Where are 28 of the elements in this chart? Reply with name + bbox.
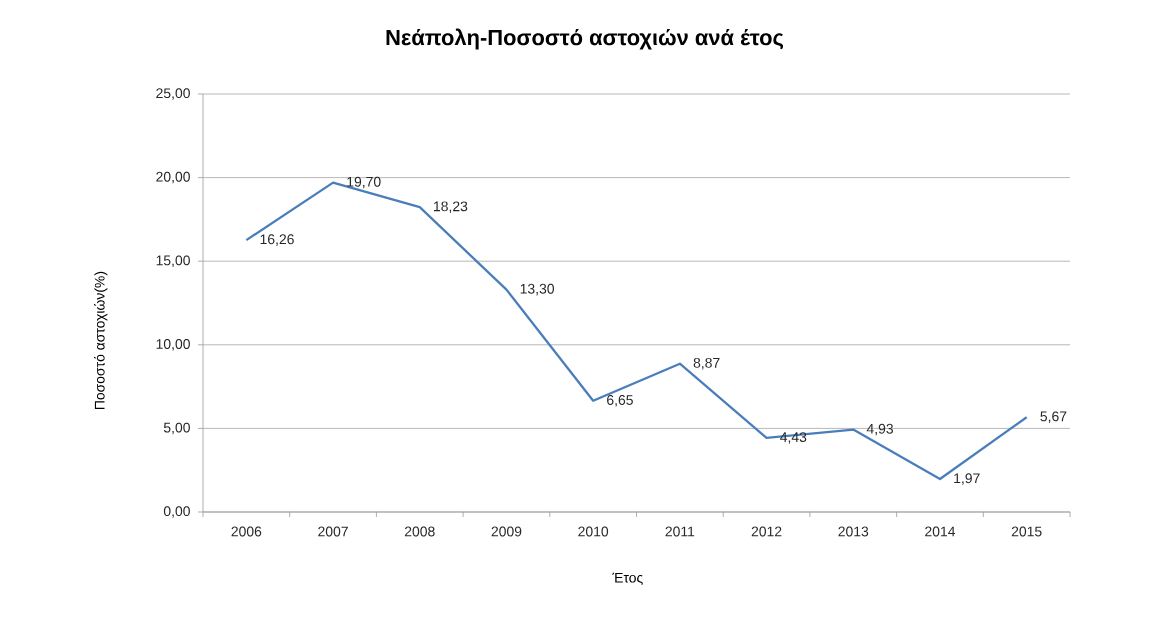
y-tick-label: 0,00 (163, 506, 190, 518)
data-label: 1,97 (954, 473, 980, 485)
x-tick-label: 2006 (231, 526, 262, 537)
data-label: 5,67 (1040, 411, 1067, 423)
x-tick-label: 2013 (838, 526, 869, 537)
data-label: 6,65 (607, 395, 633, 407)
data-label: 13,30 (520, 283, 555, 296)
y-tick-label: 10,00 (156, 339, 190, 351)
x-tick-label: 2015 (1011, 526, 1042, 537)
data-label: 4,93 (866, 423, 893, 436)
chart-title: Νεάπολη-Ποσοστό αστοχιών ανά έτος (386, 28, 784, 50)
x-axis-title: Έτος (612, 572, 643, 585)
x-tick-label: 2014 (925, 526, 956, 537)
y-tick-label: 20,00 (156, 171, 190, 184)
x-tick-label: 2012 (751, 526, 782, 537)
x-tick-label: 2009 (491, 526, 522, 537)
y-axis-title: Ποσοστό αστοχιών(%) (93, 271, 108, 410)
data-label: 16,26 (260, 234, 294, 246)
data-label: 8,87 (693, 357, 720, 370)
y-tick-label: 25,00 (156, 88, 190, 100)
x-tick-label: 2010 (578, 526, 609, 537)
x-tick-label: 2008 (404, 526, 435, 537)
x-tick-label: 2007 (318, 526, 348, 537)
y-tick-label: 5,00 (163, 422, 190, 435)
y-tick-label: 15,00 (156, 255, 190, 267)
data-label: 18,23 (434, 201, 468, 213)
x-tick-label: 2011 (665, 526, 695, 537)
data-label: 19,70 (347, 176, 381, 189)
